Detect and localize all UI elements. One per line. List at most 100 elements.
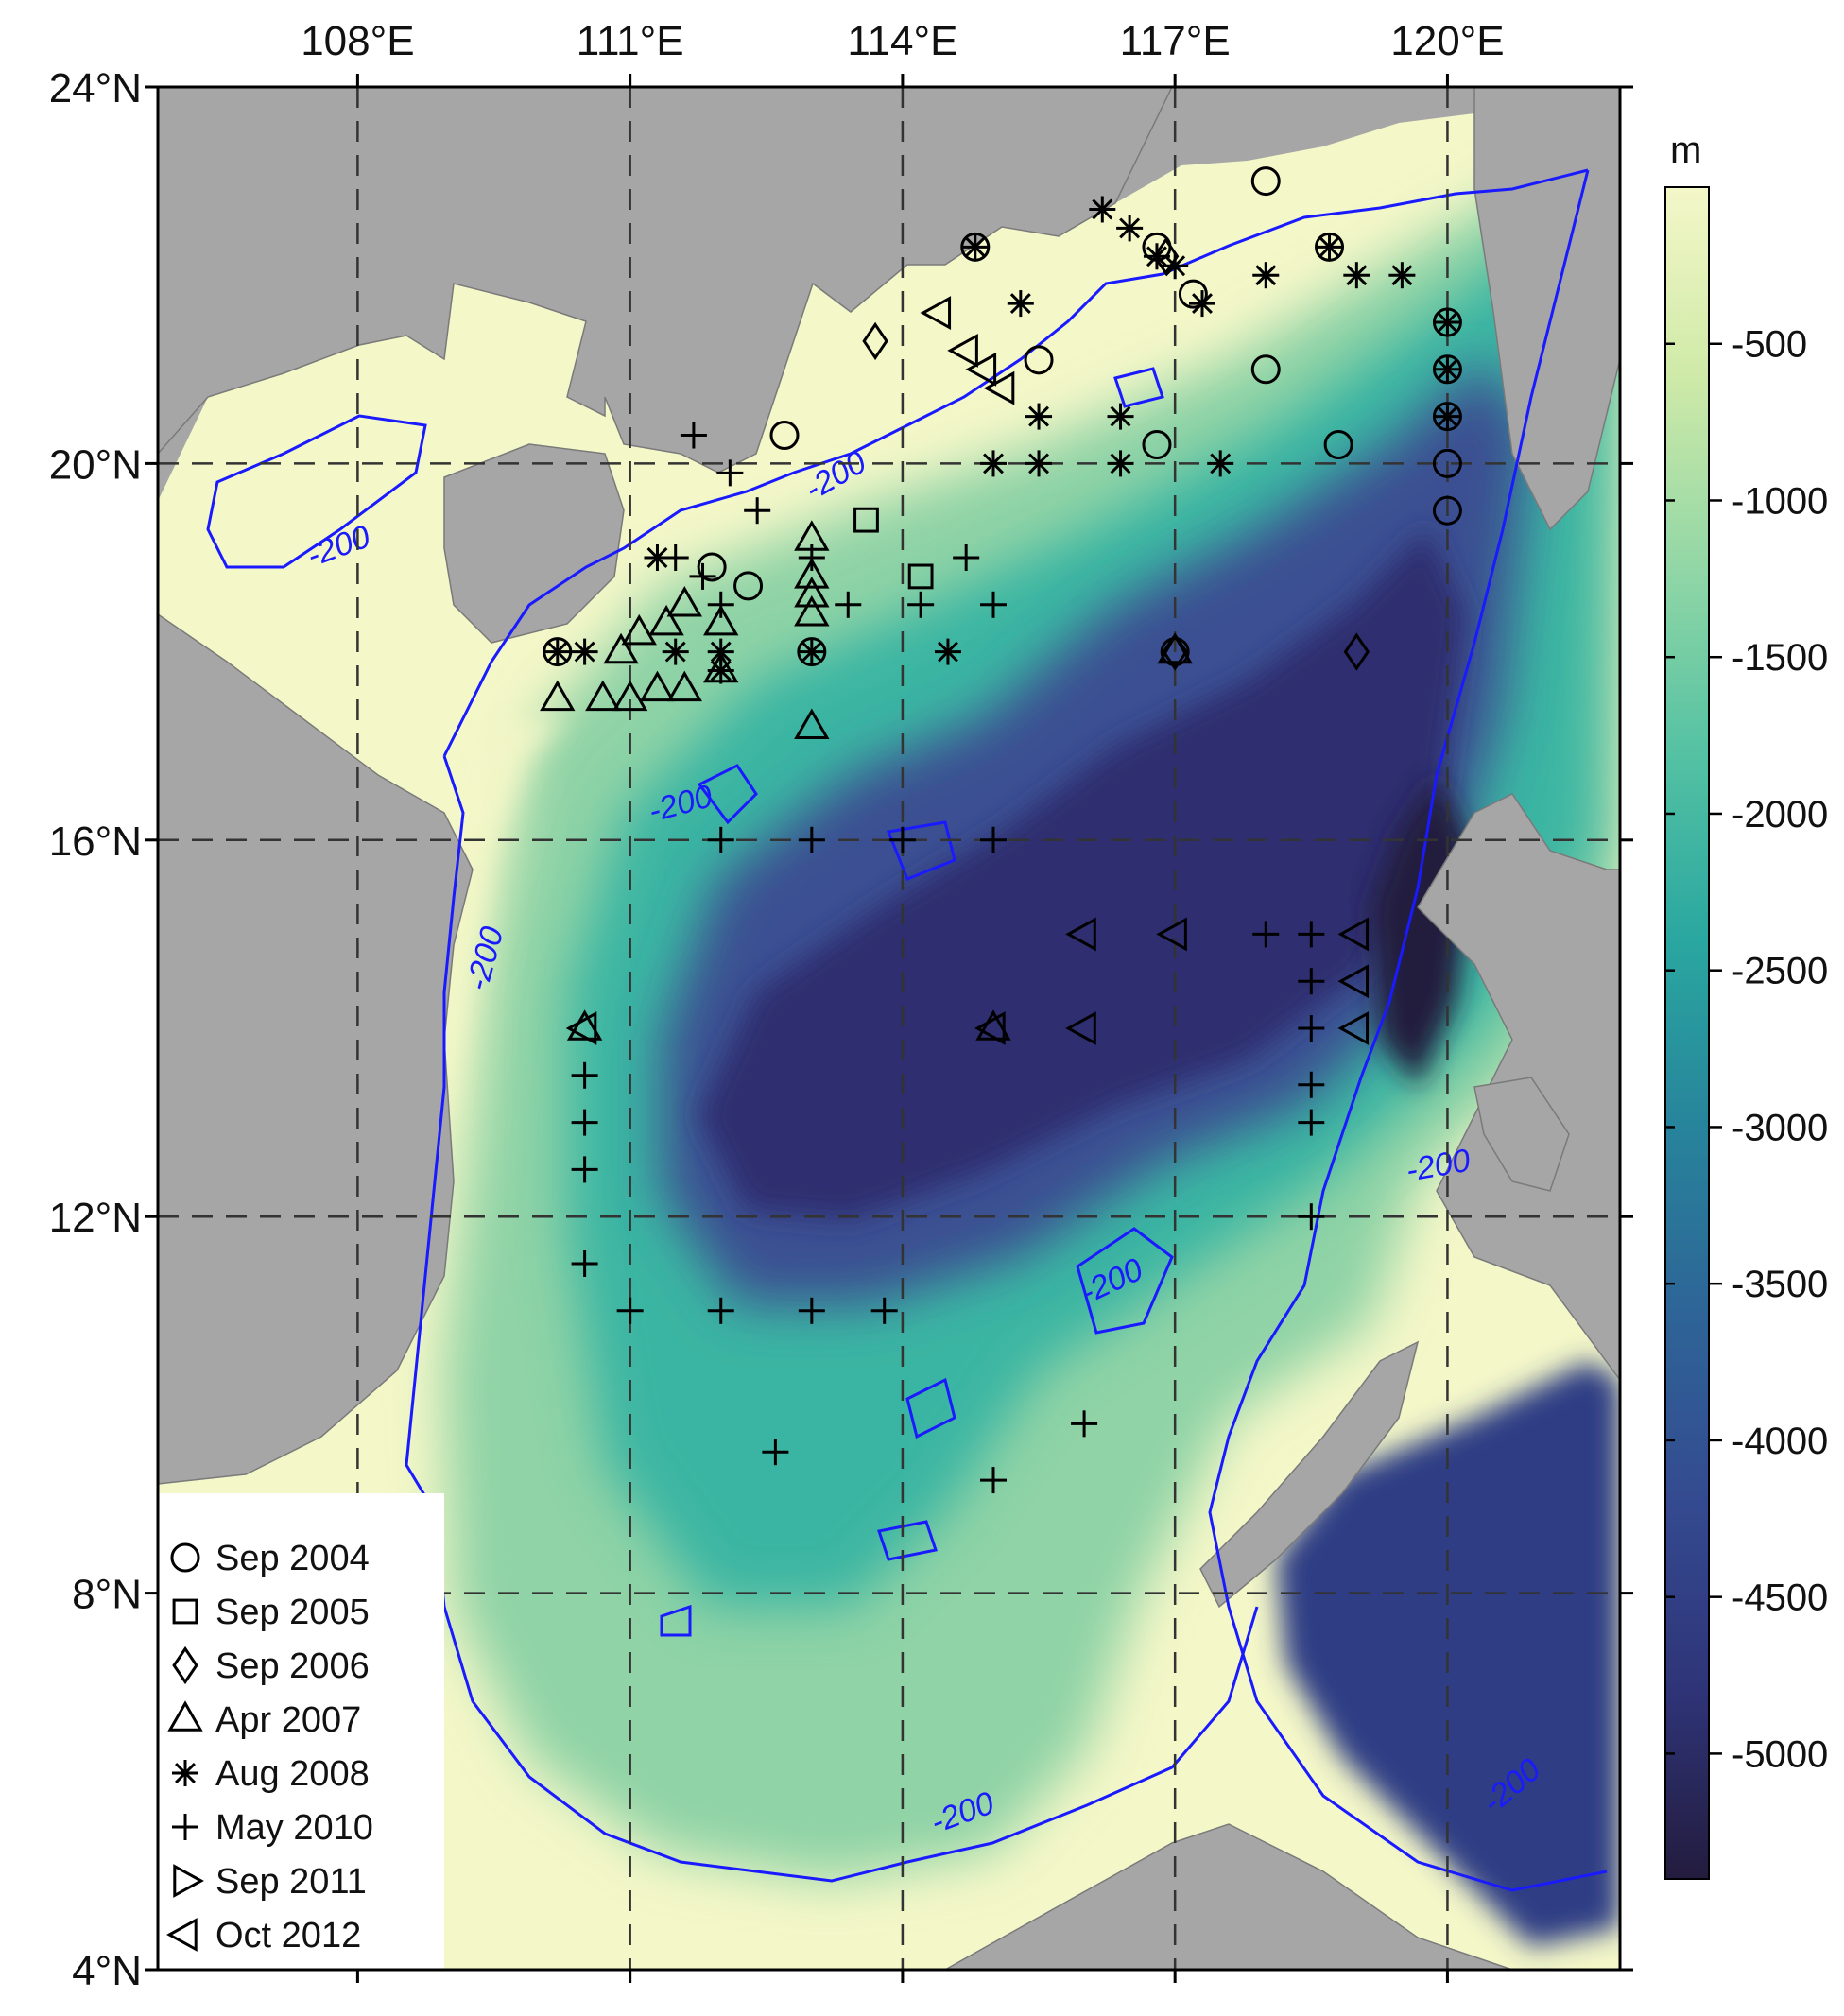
station-marker-asterisk	[1025, 403, 1053, 430]
station-marker-circle	[1323, 429, 1353, 459]
station-marker-circle	[1250, 354, 1281, 385]
station-marker-plus	[980, 591, 1007, 618]
colorbar: m -500 -1000 -1500 -2000 -2500 -3000 -3500 -400…	[1664, 129, 1828, 1880]
station-marker-triangle-up	[585, 680, 621, 712]
station-marker-plus	[616, 1297, 644, 1324]
station-marker-triangle-up	[612, 680, 648, 712]
contour-island-3	[1076, 1227, 1174, 1335]
mindoro-island	[1473, 1077, 1570, 1192]
station-marker-triangle-up	[975, 1009, 1011, 1041]
station-marker-plus	[870, 1297, 898, 1324]
station-marker-asterisk	[961, 233, 989, 261]
contour-line-west	[405, 755, 1259, 1883]
station-marker-plus	[1298, 1071, 1325, 1098]
station-marker-plus	[716, 459, 744, 487]
contour-island-2	[886, 820, 956, 881]
station-marker-triangle-right	[173, 1864, 204, 1898]
station-marker-triangle-up	[621, 613, 657, 646]
station-marker-square	[907, 563, 934, 590]
station-marker-triangle-left	[1065, 917, 1096, 952]
station-marker-plus	[1298, 1109, 1325, 1136]
legend-marker	[172, 1814, 198, 1840]
lat-tick-label: 4°N	[72, 1948, 142, 1994]
map-plot-area: -200 -200 -200 -200 -200 -200 -200 -200	[158, 87, 1620, 1970]
station-marker-asterisk	[543, 638, 571, 665]
station-marker-circle	[1024, 345, 1054, 375]
legend-label: Sep 2005	[215, 1593, 370, 1632]
station-marker-plus	[835, 591, 862, 618]
legend-label: May 2010	[215, 1808, 373, 1848]
station-marker-triangle-up	[794, 577, 830, 608]
legend-marker	[173, 1864, 204, 1898]
station-marker-triangle-left	[920, 296, 952, 330]
station-marker-triangle-left	[965, 352, 997, 387]
station-markers	[540, 166, 1462, 1494]
station-marker-plus	[571, 1109, 598, 1136]
contour-island-5	[1113, 367, 1164, 408]
station-marker-circle	[1432, 448, 1462, 478]
lon-tick-label: 120°E	[1390, 18, 1504, 64]
station-marker-asterisk	[1189, 290, 1215, 318]
station-marker-asterisk	[1434, 309, 1461, 336]
borneo-land	[943, 1823, 1513, 1970]
station-marker-plus	[662, 544, 689, 571]
legend-marker	[172, 1598, 198, 1625]
station-marker-asterisk	[980, 450, 1007, 477]
station-marker-circle	[769, 421, 800, 451]
isobath-200m	[206, 168, 1608, 1892]
colorbar-tick-label: -3500	[1732, 1264, 1828, 1305]
station-marker-asterisk	[1316, 233, 1343, 261]
station-marker-triangle-left	[974, 1011, 1006, 1045]
legend-box	[158, 1493, 444, 1970]
station-marker-circle	[1142, 429, 1172, 459]
contour-gulf-tonkin	[206, 414, 427, 569]
legend-label: Sep 2006	[215, 1646, 370, 1686]
station-marker-asterisk	[1025, 450, 1053, 477]
colorbar-tick-label: -5000	[1732, 1733, 1828, 1775]
station-marker-plus	[1298, 1015, 1325, 1042]
station-marker-plus	[689, 562, 716, 590]
station-marker-plus	[680, 422, 707, 449]
lat-tick-label: 8°N	[72, 1572, 142, 1618]
legend-marker	[172, 1760, 198, 1786]
legend-marker	[172, 1646, 198, 1685]
station-marker-plus	[571, 1250, 598, 1277]
station-marker-triangle-up	[794, 558, 830, 589]
station-marker-triangle-left	[1156, 917, 1187, 952]
station-marker-triangle-up	[566, 1009, 603, 1041]
legend-label: Sep 2011	[215, 1862, 367, 1902]
colorbar-tick-label: -2500	[1732, 951, 1828, 992]
legend-marker	[167, 1700, 203, 1732]
station-marker-plus	[1298, 968, 1325, 995]
station-marker-triangle-up	[167, 1700, 203, 1732]
lat-tick-label: 16°N	[49, 818, 142, 865]
legend-label: Oct 2012	[215, 1916, 361, 1956]
station-marker-plus	[571, 1156, 598, 1183]
station-marker-triangle-up	[1157, 632, 1193, 664]
station-marker-circle	[697, 552, 727, 582]
legend-marker	[166, 1918, 198, 1952]
land-masses	[158, 87, 1620, 1970]
station-marker-plus	[1298, 1203, 1325, 1231]
station-marker-triangle-up	[666, 670, 702, 702]
station-marker-asterisk	[1434, 403, 1461, 430]
station-marker-triangle-up	[648, 604, 684, 636]
station-marker-plus	[980, 1467, 1007, 1494]
contour-island-7	[877, 1520, 938, 1561]
colorbar-bar	[1664, 186, 1710, 1880]
legend-label: Aug 2008	[215, 1754, 370, 1794]
hainan-island	[443, 443, 625, 644]
lat-tick-label: 12°N	[49, 1195, 142, 1241]
station-marker-plus	[953, 544, 980, 571]
station-marker-plus	[571, 1061, 598, 1089]
station-marker-circle	[170, 1542, 200, 1573]
legend-label: Sep 2004	[215, 1539, 370, 1578]
station-marker-asterisk	[571, 638, 598, 665]
station-marker-plus	[1298, 921, 1325, 948]
lon-tick-label: 108°E	[301, 18, 414, 64]
station-marker-triangle-left	[1065, 1011, 1096, 1045]
lon-tick-label: 117°E	[1120, 18, 1231, 64]
colorbar-tick-label: -1500	[1732, 637, 1828, 679]
contour-island-6	[660, 1604, 692, 1637]
